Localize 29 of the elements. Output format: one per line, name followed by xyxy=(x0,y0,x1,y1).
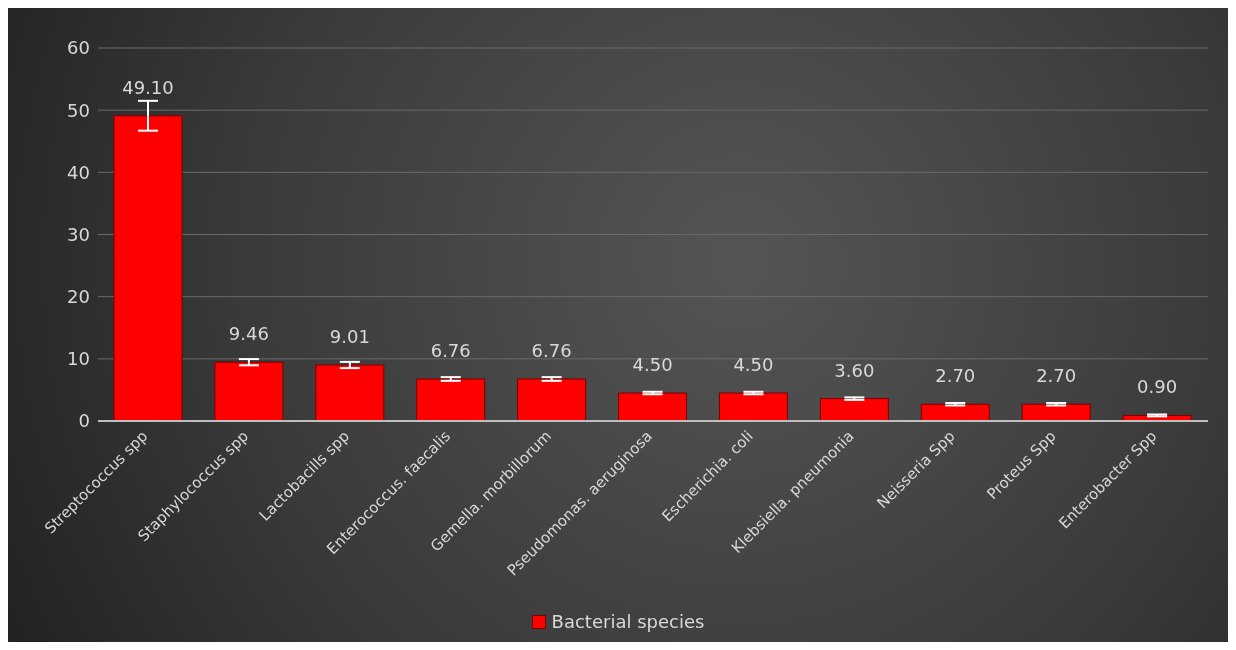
y-tick-label: 60 xyxy=(67,37,90,59)
data-label: 6.76 xyxy=(531,339,572,361)
y-tick-label: 50 xyxy=(67,99,90,121)
data-label: 0.90 xyxy=(1137,376,1178,398)
legend-label: Bacterial species xyxy=(551,611,705,632)
bar xyxy=(214,361,284,421)
bar xyxy=(618,392,688,421)
data-label: 3.60 xyxy=(834,359,875,381)
y-tick-label: 0 xyxy=(78,410,90,432)
data-label: 9.46 xyxy=(228,323,269,345)
data-label: 2.70 xyxy=(1036,365,1077,387)
data-label: 4.50 xyxy=(733,354,774,376)
bar xyxy=(920,403,990,421)
data-label: 6.76 xyxy=(430,339,471,361)
bar xyxy=(315,364,385,421)
bar xyxy=(718,392,788,421)
bar xyxy=(819,398,889,421)
bar xyxy=(416,378,486,421)
bar xyxy=(517,378,587,421)
y-tick-label: 40 xyxy=(67,161,90,183)
data-label: 9.01 xyxy=(329,325,370,347)
y-tick-label: 20 xyxy=(67,286,90,308)
data-label: 2.70 xyxy=(935,365,976,387)
y-tick-label: 10 xyxy=(67,348,90,370)
y-tick-label: 30 xyxy=(67,223,90,245)
bar xyxy=(1021,403,1091,421)
data-label: 4.50 xyxy=(632,354,673,376)
bar xyxy=(113,115,183,421)
data-label: 49.10 xyxy=(122,76,174,98)
